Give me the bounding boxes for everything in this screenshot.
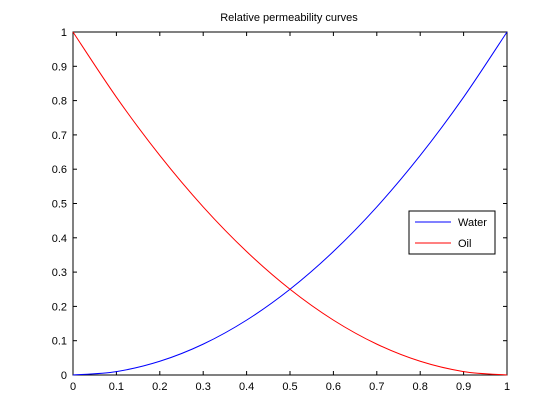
y-tick-label: 0.4 [52,233,67,245]
y-tick-label: 1 [61,27,67,39]
x-tick-label: 0.2 [152,381,167,393]
y-tick-label: 0.9 [52,61,67,73]
series-layer [72,31,508,376]
legend-label-water: Water [458,217,487,229]
x-tick-label: 0 [70,381,76,393]
y-tick-label: 0.2 [52,301,67,313]
y-tick-label: 0.7 [52,130,67,142]
x-tick-label: 0.3 [196,381,211,393]
x-tick-label: 0.4 [239,381,254,393]
plot-area [72,31,508,376]
y-axis: 0 0.1 0.2 0.3 0.4 0.5 0.6 0.7 0.8 0.9 1 [52,27,507,382]
y-tick-label: 0.5 [52,199,67,211]
y-tick-label: 0 [61,370,67,382]
x-tick-label: 1 [504,381,510,393]
series-line-water [72,31,508,376]
legend-label-oil: Oil [458,238,471,250]
legend-box [408,210,496,255]
y-tick-label: 0.6 [52,164,67,176]
x-tick-label: 0.5 [282,381,297,393]
y-tick-label: 0.8 [52,96,67,108]
x-tick-label: 0.6 [326,381,341,393]
y-tick-label: 0.1 [52,336,67,348]
chart-title: Relative permeability curves [220,12,358,24]
series-line-oil [72,31,508,376]
x-axis: 0 0.1 0.2 0.3 0.4 0.5 0.6 0.7 0.8 0.9 1 [70,32,510,393]
y-tick-label: 0.3 [52,267,67,279]
x-tick-label: 0.7 [369,381,384,393]
x-tick-label: 0.1 [109,381,124,393]
legend: Water Oil [408,210,496,255]
x-tick-label: 0.8 [413,381,428,393]
x-tick-label: 0.9 [456,381,471,393]
